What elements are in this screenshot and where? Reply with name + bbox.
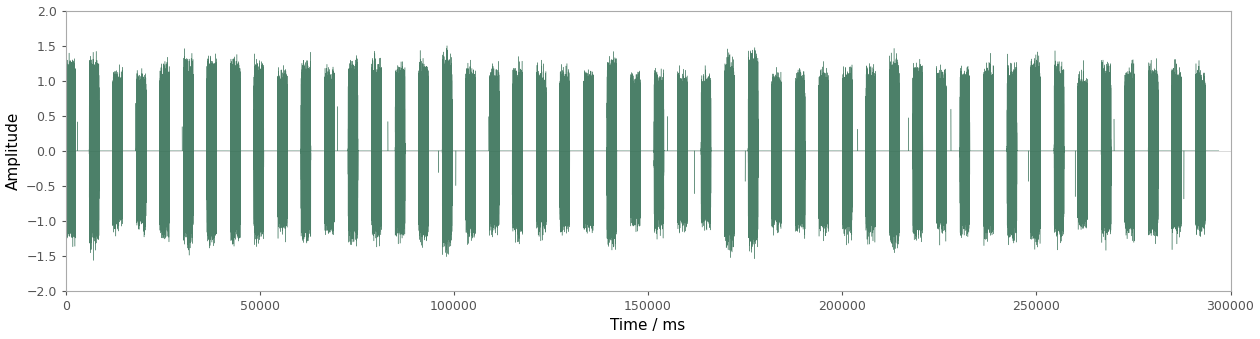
Y-axis label: Amplitude: Amplitude [5,112,20,190]
X-axis label: Time / ms: Time / ms [610,318,685,334]
